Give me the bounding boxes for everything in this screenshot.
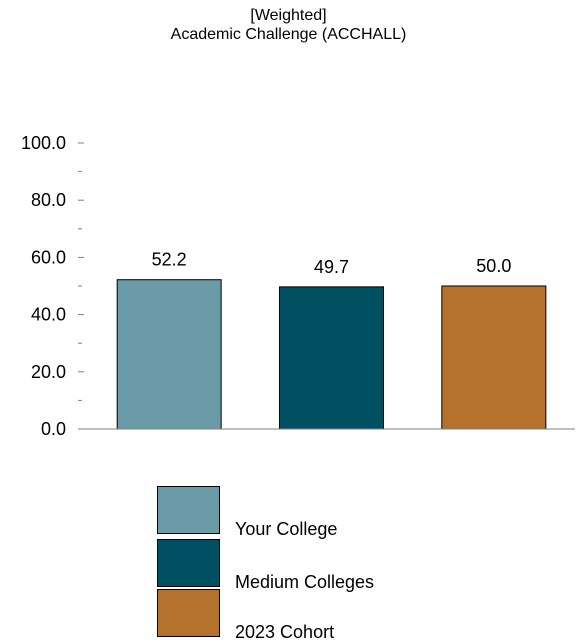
data-label-0: 52.2 (152, 250, 187, 270)
bar-chart: 0.0 20.0 40.0 60.0 80.0 100.0 52.2 49.7 50.0 (21, 133, 575, 439)
data-label-1: 49.7 (314, 257, 349, 277)
chart-title: [Weighted] (250, 7, 327, 24)
legend-swatch-your-college (157, 486, 220, 534)
y-tick-label-2: 40.0 (31, 305, 66, 325)
legend-item-your-college: Your College (157, 484, 337, 539)
y-tick-label-1: 20.0 (31, 362, 66, 382)
bar-0 (116, 279, 222, 430)
legend-label-your-college: Your College (235, 519, 338, 539)
y-tick-label-4: 80.0 (31, 190, 66, 210)
bar-2 (441, 285, 547, 430)
y-tick-label-0: 0.0 (41, 419, 66, 439)
legend-swatch-medium-colleges (157, 539, 220, 587)
legend-swatch-2023-cohort (157, 589, 220, 637)
data-label-2: 50.0 (476, 256, 511, 276)
legend-label-2023-cohort: 2023 Cohort (235, 622, 335, 642)
legend-item-2023-cohort: 2023 Cohort (157, 587, 334, 642)
y-tick-label-5: 100.0 (21, 133, 66, 153)
y-tick-label-3: 60.0 (31, 247, 66, 267)
bar-1 (279, 286, 384, 430)
chart-subtitle: Academic Challenge (ACCHALL) (170, 26, 407, 43)
legend-label-medium-colleges: Medium Colleges (235, 572, 375, 592)
legend-item-medium-colleges: Medium Colleges (157, 537, 374, 592)
